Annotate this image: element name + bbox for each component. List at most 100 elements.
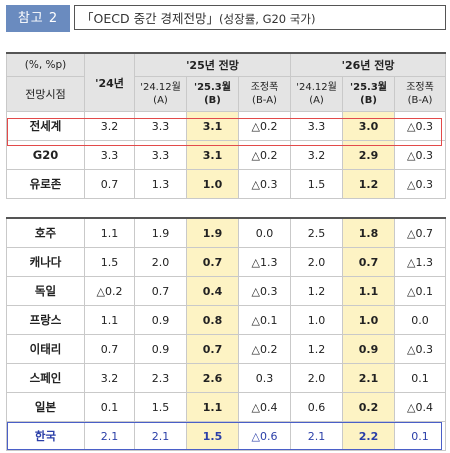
sub-header: 조정폭 (B-A) (237, 76, 292, 112)
row-label: 한국 (6, 421, 85, 451)
cell-d26: △0.1 (394, 276, 447, 306)
sub-header-period: '25.3월 (350, 82, 387, 93)
table-row: 이태리 0.7 0.9 0.7 △0.2 1.2 0.9 △0.3 (6, 334, 447, 364)
title-main: 「OECD 중간 경제전망」 (81, 11, 220, 26)
cell-d26: 0.1 (394, 421, 447, 451)
cell-b25: 3.1 (186, 140, 239, 170)
cell-b25: 0.8 (186, 305, 239, 335)
separator-cell (6, 198, 446, 219)
sub-header-code: (B) (204, 95, 221, 106)
cell-a25: 1.3 (134, 169, 187, 199)
cell-d26: △0.3 (394, 140, 447, 170)
cell-b25: 1.1 (186, 392, 239, 422)
cell-b25: 1.9 (186, 217, 239, 248)
cell-d26: △0.7 (394, 217, 447, 248)
header-row-1: (%, %p) '24년 '25년 전망 '26년 전망 (6, 52, 447, 112)
sub-header-period: 조정폭 (406, 82, 434, 93)
cell-a25: 2.3 (134, 363, 187, 393)
row-label: 유로존 (6, 169, 85, 199)
table-row: 캐나다 1.5 2.0 0.7 △1.3 2.0 0.7 △1.3 (6, 247, 447, 277)
cell-v24: 2.1 (84, 421, 135, 451)
cell-b26: 2.1 (342, 363, 396, 393)
cell-a26: 1.0 (290, 305, 344, 335)
col-header-24: '24년 (84, 52, 135, 112)
cell-a26: 1.2 (290, 334, 344, 364)
cell-a26: 1.2 (290, 276, 344, 306)
cell-b26: 0.7 (342, 247, 396, 277)
cell-b25: 1.5 (186, 421, 239, 451)
cell-b26: 1.0 (342, 305, 396, 335)
cell-b25: 0.4 (186, 276, 239, 306)
cell-a26: 1.5 (290, 169, 344, 199)
cell-a26: 2.0 (290, 247, 344, 277)
sub-header: '25.3월 (B) (342, 76, 396, 112)
cell-a26: 2.0 (290, 363, 344, 393)
row-label: 이태리 (6, 334, 85, 364)
cell-d26: △0.3 (394, 111, 447, 141)
table-row: 독일 △0.2 0.7 0.4 △0.3 1.2 1.1 △0.1 (6, 276, 447, 306)
cell-d25: △0.3 (237, 169, 292, 199)
row-label: 전세계 (6, 111, 85, 141)
group-header-25: '25년 전망 (133, 52, 292, 77)
cell-b26: 2.2 (342, 421, 396, 451)
sub-header-period: '24.12월 (296, 82, 337, 93)
unit-label: (%, %p) (6, 52, 85, 77)
sub-header-code: (A) (309, 95, 324, 106)
row-label: 프랑스 (6, 305, 85, 335)
cell-a25: 2.1 (134, 421, 187, 451)
row-label: 호주 (6, 217, 85, 248)
cell-d26: △1.3 (394, 247, 447, 277)
cell-b26: 1.1 (342, 276, 396, 306)
cell-d25: △0.2 (237, 334, 292, 364)
header: 참고 2 「OECD 중간 경제전망」(성장률, G20 국가) (6, 5, 446, 33)
table-row: 한국 2.1 2.1 1.5 △0.6 2.1 2.2 0.1 (6, 421, 447, 451)
cell-v24: 0.1 (84, 392, 135, 422)
group-separator (6, 198, 446, 219)
cell-b25: 0.7 (186, 247, 239, 277)
cell-a25: 1.9 (134, 217, 187, 248)
cell-a26: 3.3 (290, 111, 344, 141)
sub-header-code: (B) (360, 95, 377, 106)
cell-b25: 2.6 (186, 363, 239, 393)
cell-a26: 3.2 (290, 140, 344, 170)
cell-a25: 3.3 (134, 140, 187, 170)
table-row: G20 3.3 3.3 3.1 △0.2 3.2 2.9 △0.3 (6, 140, 447, 170)
cell-d26: △0.3 (394, 334, 447, 364)
cell-b25: 1.0 (186, 169, 239, 199)
cell-v24: 0.7 (84, 334, 135, 364)
table-row: 프랑스 1.1 0.9 0.8 △0.1 1.0 1.0 0.0 (6, 305, 447, 335)
cell-b26: 3.0 (342, 111, 396, 141)
cell-b26: 0.9 (342, 334, 396, 364)
title-sub: (성장률, G20 국가) (219, 12, 316, 26)
cell-d26: △0.4 (394, 392, 447, 422)
cell-d25: 0.3 (237, 363, 292, 393)
cell-d26: 0.1 (394, 363, 447, 393)
cell-a25: 2.0 (134, 247, 187, 277)
cell-v24: 3.3 (84, 140, 135, 170)
cell-b26: 1.8 (342, 217, 396, 248)
cell-d25: △0.4 (237, 392, 292, 422)
cell-a25: 0.9 (134, 334, 187, 364)
cell-b25: 3.1 (186, 111, 239, 141)
sub-header-code: (B-A) (407, 95, 433, 106)
cell-a25: 0.9 (134, 305, 187, 335)
growth-forecast-table: (%, %p) '24년 '25년 전망 '26년 전망 전망시점 '24.12… (6, 52, 447, 451)
cell-d25: △1.3 (237, 247, 292, 277)
cell-a25: 1.5 (134, 392, 187, 422)
cell-a26: 2.1 (290, 421, 344, 451)
cell-v24: 1.1 (84, 305, 135, 335)
sub-header-period: '25.3월 (194, 82, 231, 93)
cell-d25: △0.2 (237, 140, 292, 170)
cell-v24: 1.5 (84, 247, 135, 277)
table-row: 전세계 3.2 3.3 3.1 △0.2 3.3 3.0 △0.3 (6, 111, 447, 141)
cell-v24: 1.1 (84, 217, 135, 248)
cell-b25: 0.7 (186, 334, 239, 364)
cell-d26: 0.0 (394, 305, 447, 335)
row-label: 캐나다 (6, 247, 85, 277)
cell-v24: 3.2 (84, 363, 135, 393)
row-header-label: 전망시점 (6, 76, 85, 112)
cell-d25: 0.0 (237, 217, 292, 248)
row-label: 스페인 (6, 363, 85, 393)
row-label: 독일 (6, 276, 85, 306)
table-row: 일본 0.1 1.5 1.1 △0.4 0.6 0.2 △0.4 (6, 392, 447, 422)
